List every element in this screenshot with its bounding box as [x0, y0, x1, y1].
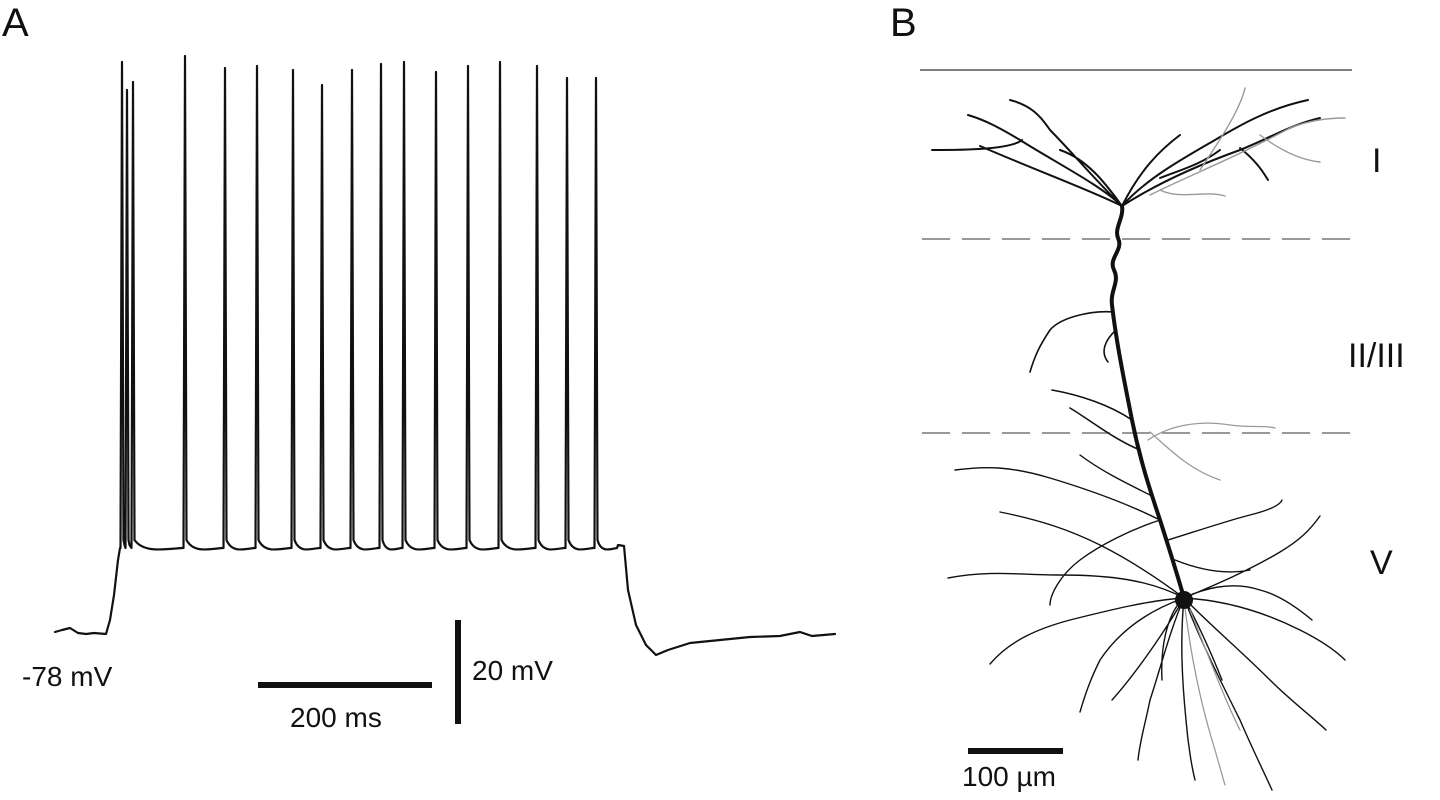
faint-tuft-branches — [1149, 87, 1346, 197]
layer-label-v: V — [1370, 544, 1393, 582]
faint-basal — [1183, 599, 1241, 786]
panel-b: B I II/III V 100 µm — [890, 1, 1405, 792]
layer-label-i: I — [1372, 142, 1381, 180]
oblique-dendrites — [1029, 310, 1141, 451]
apical-tuft — [931, 99, 1321, 207]
basal-dendrites — [947, 454, 1346, 791]
faint-oblique — [1147, 422, 1276, 481]
pyramidal-neuron-drawing — [931, 87, 1346, 791]
apical-trunk — [1109, 204, 1186, 600]
resting-potential-label: -78 mV — [22, 661, 113, 692]
panel-b-letter: B — [890, 1, 917, 45]
panel-a-letter: A — [2, 1, 29, 45]
membrane-potential-trace — [53, 54, 837, 657]
time-scale-label: 200 ms — [290, 702, 382, 733]
layer-label-ii-iii: II/III — [1348, 337, 1405, 375]
voltage-scale-label: 20 mV — [472, 655, 553, 686]
soma — [1175, 591, 1193, 609]
panel-a: A -78 mV 200 ms 20 mV — [2, 1, 837, 733]
length-scale-label: 100 µm — [962, 761, 1056, 792]
